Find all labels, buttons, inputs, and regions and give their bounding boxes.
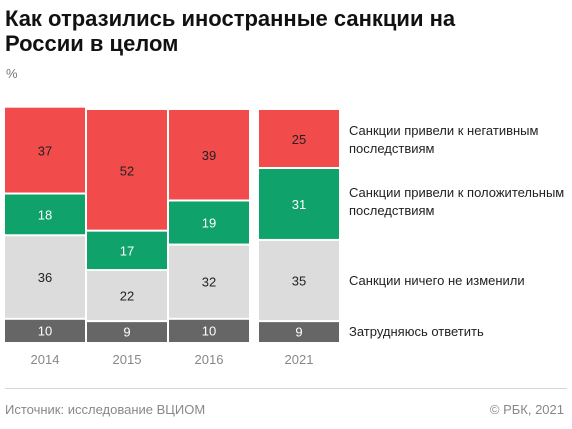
- bar-segment-no_change-2021: [259, 239, 339, 322]
- segment-separator: [169, 243, 249, 246]
- data-label-positive-2014: 18: [38, 207, 52, 222]
- data-label-negative-2021: 25: [292, 132, 306, 147]
- segment-separator: [259, 238, 339, 241]
- data-label-positive-2021: 31: [292, 197, 306, 212]
- bar-segment-positive-2014: [5, 193, 85, 236]
- x-tick-label-2016: 2016: [195, 352, 224, 367]
- legend-item-negative: Санкции привели к негативным последствия…: [349, 123, 539, 156]
- copyright: © РБК, 2021: [489, 402, 564, 417]
- legend-item-positive: Санкции привели к положительным последст…: [349, 185, 565, 218]
- x-tick-label-2015: 2015: [113, 352, 142, 367]
- data-label-no_change-2015: 22: [120, 289, 134, 304]
- data-label-negative-2016: 39: [202, 148, 216, 163]
- bar-segment-hard_to_say-2016: [169, 318, 249, 342]
- data-label-hard_to_say-2021: 9: [295, 325, 302, 340]
- segment-separator: [259, 167, 339, 169]
- data-label-hard_to_say-2014: 10: [38, 323, 52, 338]
- data-label-negative-2014: 37: [38, 144, 52, 159]
- bar-segment-positive-2021: [259, 168, 339, 240]
- legend-item-hard-to-say: Затрудняюсь ответить: [349, 324, 484, 339]
- footer-divider: [5, 388, 567, 389]
- x-tick-label-2014: 2014: [31, 352, 60, 367]
- segment-separator: [5, 234, 85, 237]
- data-label-positive-2016: 19: [202, 216, 216, 231]
- data-label-no_change-2016: 32: [202, 275, 216, 290]
- data-label-hard_to_say-2016: 10: [202, 323, 216, 338]
- bar-segment-negative-2016: [169, 110, 249, 201]
- data-label-negative-2015: 52: [120, 163, 134, 178]
- bar-segment-positive-2016: [169, 200, 249, 245]
- data-label-positive-2015: 17: [120, 243, 134, 258]
- data-label-hard_to_say-2015: 9: [123, 325, 130, 340]
- segment-separator: [5, 317, 85, 320]
- chart-title: Как отразились иностранные санкции на Ро…: [5, 6, 456, 56]
- segment-separator: [259, 320, 339, 323]
- segment-separator: [87, 229, 167, 232]
- data-label-no_change-2021: 35: [292, 274, 306, 289]
- bar-segment-negative-2014: [5, 107, 85, 194]
- legend-item-no-change: Санкции ничего не изменили: [349, 273, 525, 288]
- bar-segment-no_change-2014: [5, 235, 85, 319]
- bar-segment-no_change-2016: [169, 244, 249, 319]
- bar-segment-no_change-2015: [87, 270, 167, 322]
- segment-separator: [169, 199, 249, 202]
- x-tick-label-2021: 2021: [285, 352, 314, 367]
- segment-separator: [169, 317, 249, 320]
- source-note: Источник: исследование ВЦИОМ: [5, 402, 206, 417]
- unit-label: %: [6, 66, 18, 81]
- bar-segment-negative-2021: [259, 110, 339, 168]
- bar-segment-hard_to_say-2014: [5, 318, 85, 342]
- segment-separator: [87, 320, 167, 323]
- bar-segment-positive-2015: [87, 230, 167, 271]
- bar-segment-negative-2015: [87, 110, 167, 231]
- bar-segment-hard_to_say-2021: [259, 321, 339, 342]
- segment-separator: [87, 269, 167, 272]
- data-label-no_change-2014: 36: [38, 270, 52, 285]
- bar-segment-hard_to_say-2015: [87, 321, 167, 342]
- segment-separator: [5, 192, 85, 195]
